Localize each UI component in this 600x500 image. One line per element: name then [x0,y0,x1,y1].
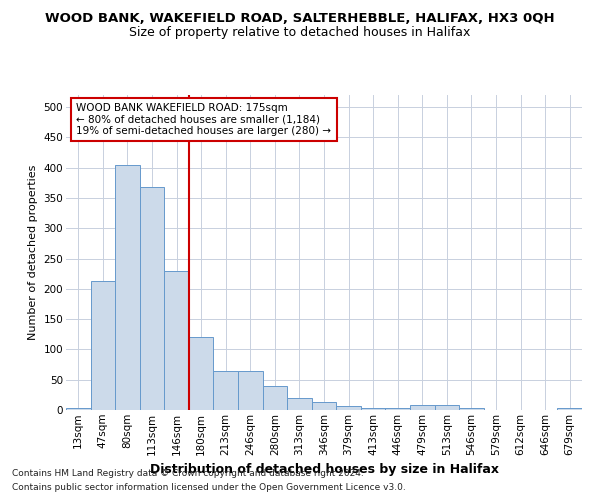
Text: Size of property relative to detached houses in Halifax: Size of property relative to detached ho… [130,26,470,39]
Bar [336,406,361,410]
Bar [434,405,459,410]
Bar [66,408,91,410]
Bar [410,405,434,410]
Bar [385,408,410,410]
Bar [189,338,214,410]
Bar [115,164,140,410]
Y-axis label: Number of detached properties: Number of detached properties [28,165,38,340]
Bar [287,398,312,410]
Bar [557,408,582,410]
Bar [238,370,263,410]
Bar [263,386,287,410]
Bar [312,402,336,410]
Bar [361,408,385,410]
Bar [91,281,115,410]
Bar [140,187,164,410]
Bar [214,370,238,410]
X-axis label: Distribution of detached houses by size in Halifax: Distribution of detached houses by size … [149,463,499,476]
Text: WOOD BANK, WAKEFIELD ROAD, SALTERHEBBLE, HALIFAX, HX3 0QH: WOOD BANK, WAKEFIELD ROAD, SALTERHEBBLE,… [45,12,555,26]
Bar [164,270,189,410]
Text: WOOD BANK WAKEFIELD ROAD: 175sqm
← 80% of detached houses are smaller (1,184)
19: WOOD BANK WAKEFIELD ROAD: 175sqm ← 80% o… [76,103,331,136]
Bar [459,408,484,410]
Text: Contains HM Land Registry data © Crown copyright and database right 2024.: Contains HM Land Registry data © Crown c… [12,468,364,477]
Text: Contains public sector information licensed under the Open Government Licence v3: Contains public sector information licen… [12,484,406,492]
